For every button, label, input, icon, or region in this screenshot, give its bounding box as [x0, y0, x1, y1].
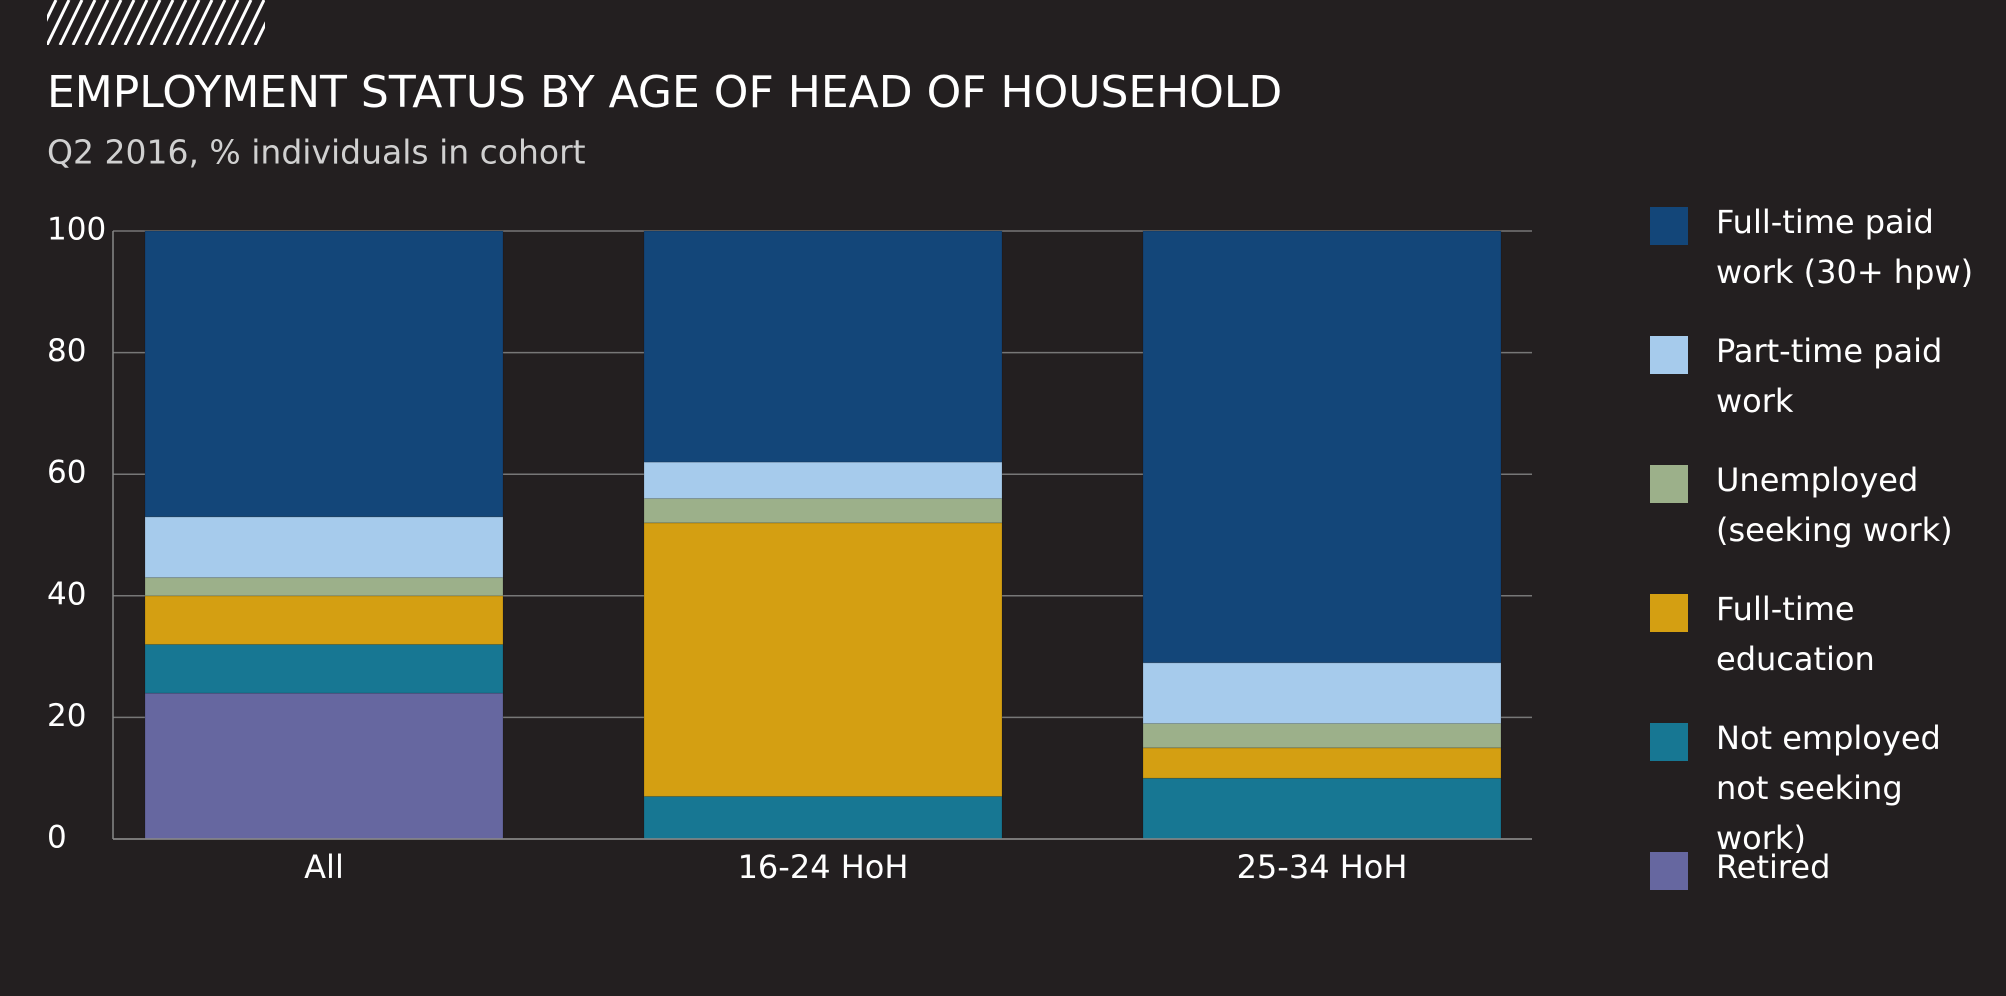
bar-segment [144, 595, 504, 645]
bar-segment [643, 795, 1003, 840]
legend-label: Retired [1716, 848, 1831, 886]
bar-segment [144, 643, 504, 694]
bar-segment [643, 461, 1003, 500]
legend-label: Full-time paid work (30+ hpw) [1716, 203, 1974, 291]
x-tick-label: 25-34 HoH [1237, 848, 1408, 886]
legend-label: Not employed not seeking work) [1716, 719, 1941, 857]
legend-item: Full-time paid work (30+ hpw) [1650, 203, 2000, 336]
bar-segment [144, 692, 504, 840]
bar-segment [144, 230, 504, 518]
bar-segment [144, 516, 504, 579]
legend-item: Unemployed (seeking work) [1650, 461, 2000, 594]
legend-item: Not employed not seeking work) [1650, 719, 2000, 857]
legend-item: Full-time education [1650, 590, 2000, 723]
legend-label: Unemployed (seeking work) [1716, 461, 1953, 549]
x-tick-label: 16-24 HoH [738, 848, 909, 886]
y-tick-label: 0 [47, 820, 67, 856]
bar-segment [643, 230, 1003, 463]
legend-swatch [1650, 207, 1688, 245]
y-tick-label: 100 [47, 212, 106, 248]
legend-swatch [1650, 723, 1688, 761]
legend-swatch [1650, 852, 1688, 890]
bar-segment [1142, 662, 1502, 724]
chart-title: EMPLOYMENT STATUS BY AGE OF HEAD OF HOUS… [47, 67, 1282, 118]
chart-subtitle: Q2 2016, % individuals in cohort [47, 133, 586, 172]
bar-segment [1142, 230, 1502, 664]
y-tick-label: 40 [47, 576, 86, 612]
legend-label: Part-time paid work [1716, 332, 1943, 420]
legend-swatch [1650, 336, 1688, 374]
legend-item: Retired [1650, 848, 2000, 981]
bar-segment [144, 577, 504, 597]
y-tick-label: 20 [47, 698, 86, 734]
bar-segment [643, 522, 1003, 797]
bar-segment [1142, 722, 1502, 749]
legend: Full-time paid work (30+ hpw) Part-time p… [1650, 203, 2000, 981]
y-tick-label: 60 [47, 455, 86, 491]
x-tick-label: All [304, 848, 344, 886]
bar-segment [1142, 747, 1502, 779]
legend-swatch [1650, 594, 1688, 632]
legend-item: Part-time paid work [1650, 332, 2000, 465]
legend-label: Full-time education [1716, 590, 1875, 678]
legend-swatch [1650, 465, 1688, 503]
bar-segment [1142, 777, 1502, 840]
bar-segment [643, 498, 1003, 524]
hatch-decoration [47, 0, 265, 45]
y-tick-label: 80 [47, 333, 86, 369]
